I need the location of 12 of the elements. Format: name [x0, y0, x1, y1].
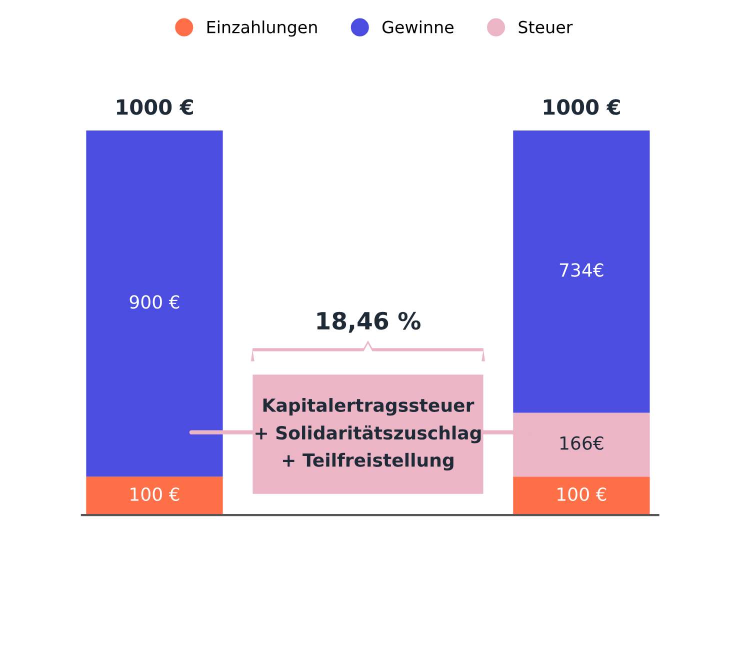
- total-label: 1000 €: [544, 99, 620, 115]
- annotation: Kapitalertragssteuer + Solidaritätszuschlag + Teilfreistellung: [256, 398, 481, 471]
- data-label: 900 €: [130, 295, 180, 309]
- legend-label: Steuer: [518, 20, 573, 34]
- data-label: 100 €: [130, 487, 180, 502]
- legend-label: Gewinne: [382, 20, 454, 34]
- total-label: 1000 €: [116, 99, 193, 115]
- data-label: 100 €: [558, 487, 606, 502]
- annotation: 18,46 %: [317, 312, 421, 333]
- legend-label: Einzahlungen: [207, 20, 317, 37]
- data-label: 166€: [560, 436, 604, 450]
- data-label: 734€: [560, 263, 604, 277]
